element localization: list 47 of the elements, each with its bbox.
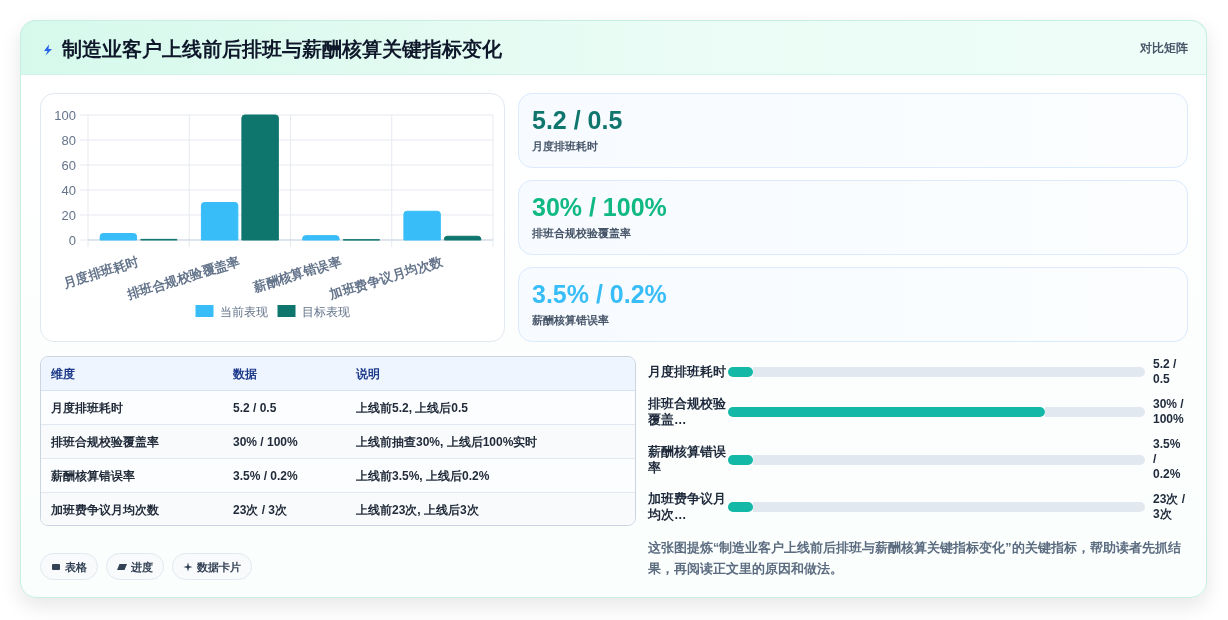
- text: 上线前3.5%, 上线后0.2%: [356, 468, 490, 485]
- y-tick-label: 20: [61, 207, 76, 223]
- text: 这张图提炼“制造业客户上线前后排班与薪酬核算关键指标变化”的关键指标，帮助读者先抓结果，再阅读正文里的原因和做法。: [648, 539, 1182, 578]
- text: 排班合规校验覆盖率: [51, 434, 159, 451]
- y-tick-label: 60: [61, 157, 76, 173]
- text: 上线前5.2, 上线后0.5: [356, 400, 469, 417]
- text: 上线前抽查30%, 上线后100%实时: [356, 434, 538, 451]
- text: 对比矩阵: [1140, 40, 1188, 57]
- text: 30% / 100%: [1153, 397, 1184, 426]
- text: 3.5% / 0.2%: [233, 468, 298, 485]
- text: 30% / 100%: [233, 434, 298, 451]
- y-tick-label: 月度排班耗时: [648, 364, 727, 380]
- bar: [302, 235, 340, 241]
- y-tick-label: 40: [61, 182, 76, 198]
- category-label: 维度: [51, 366, 75, 383]
- text: 30% / 100%: [532, 193, 667, 222]
- y-tick-label: 80: [61, 132, 76, 148]
- category-label: 表格: [65, 559, 87, 574]
- legend-label: 当前表现: [219, 304, 268, 319]
- bar: [403, 210, 441, 241]
- category-label: 数据: [233, 366, 257, 383]
- category-label: 进度: [131, 559, 153, 574]
- text: 加班费争议月均次数: [51, 502, 159, 519]
- text: 上线前23次, 上线后3次: [356, 502, 479, 519]
- category-label: 月度排班耗时: [532, 139, 598, 153]
- text: 制造业客户上线前后排班与薪酬核算关键指标变化: [62, 37, 502, 62]
- y-tick-label: 排班合规校验覆盖…: [648, 396, 727, 428]
- bar: [200, 202, 239, 241]
- text: 5.2 / 0.5: [532, 106, 623, 134]
- text: 23次 / 3次: [1153, 492, 1186, 521]
- y-tick-label: 100: [54, 107, 76, 123]
- y-tick-label: 0: [68, 232, 76, 248]
- category-label: 薪酬核算错误率: [532, 313, 609, 328]
- text: 23次 / 3次: [233, 502, 288, 519]
- text: 5.2 / 0.5: [1153, 357, 1177, 386]
- text: 5.2 / 0.5: [233, 400, 277, 417]
- legend-label: 目标表现: [301, 304, 350, 319]
- y-tick-label: 薪酬核算错误率: [648, 443, 727, 476]
- category-label: 说明: [356, 366, 380, 383]
- text: 3.5% / 0.2%: [532, 280, 667, 309]
- y-tick-label: 加班费争议月均次…: [648, 491, 727, 523]
- bar: [99, 233, 138, 241]
- category-label: 排班合规校验覆盖率: [532, 226, 631, 241]
- category-label: 数据卡片: [197, 559, 241, 574]
- bar: [241, 114, 279, 241]
- text: 3.5% / 0.2%: [1153, 437, 1181, 481]
- bar: [443, 235, 482, 241]
